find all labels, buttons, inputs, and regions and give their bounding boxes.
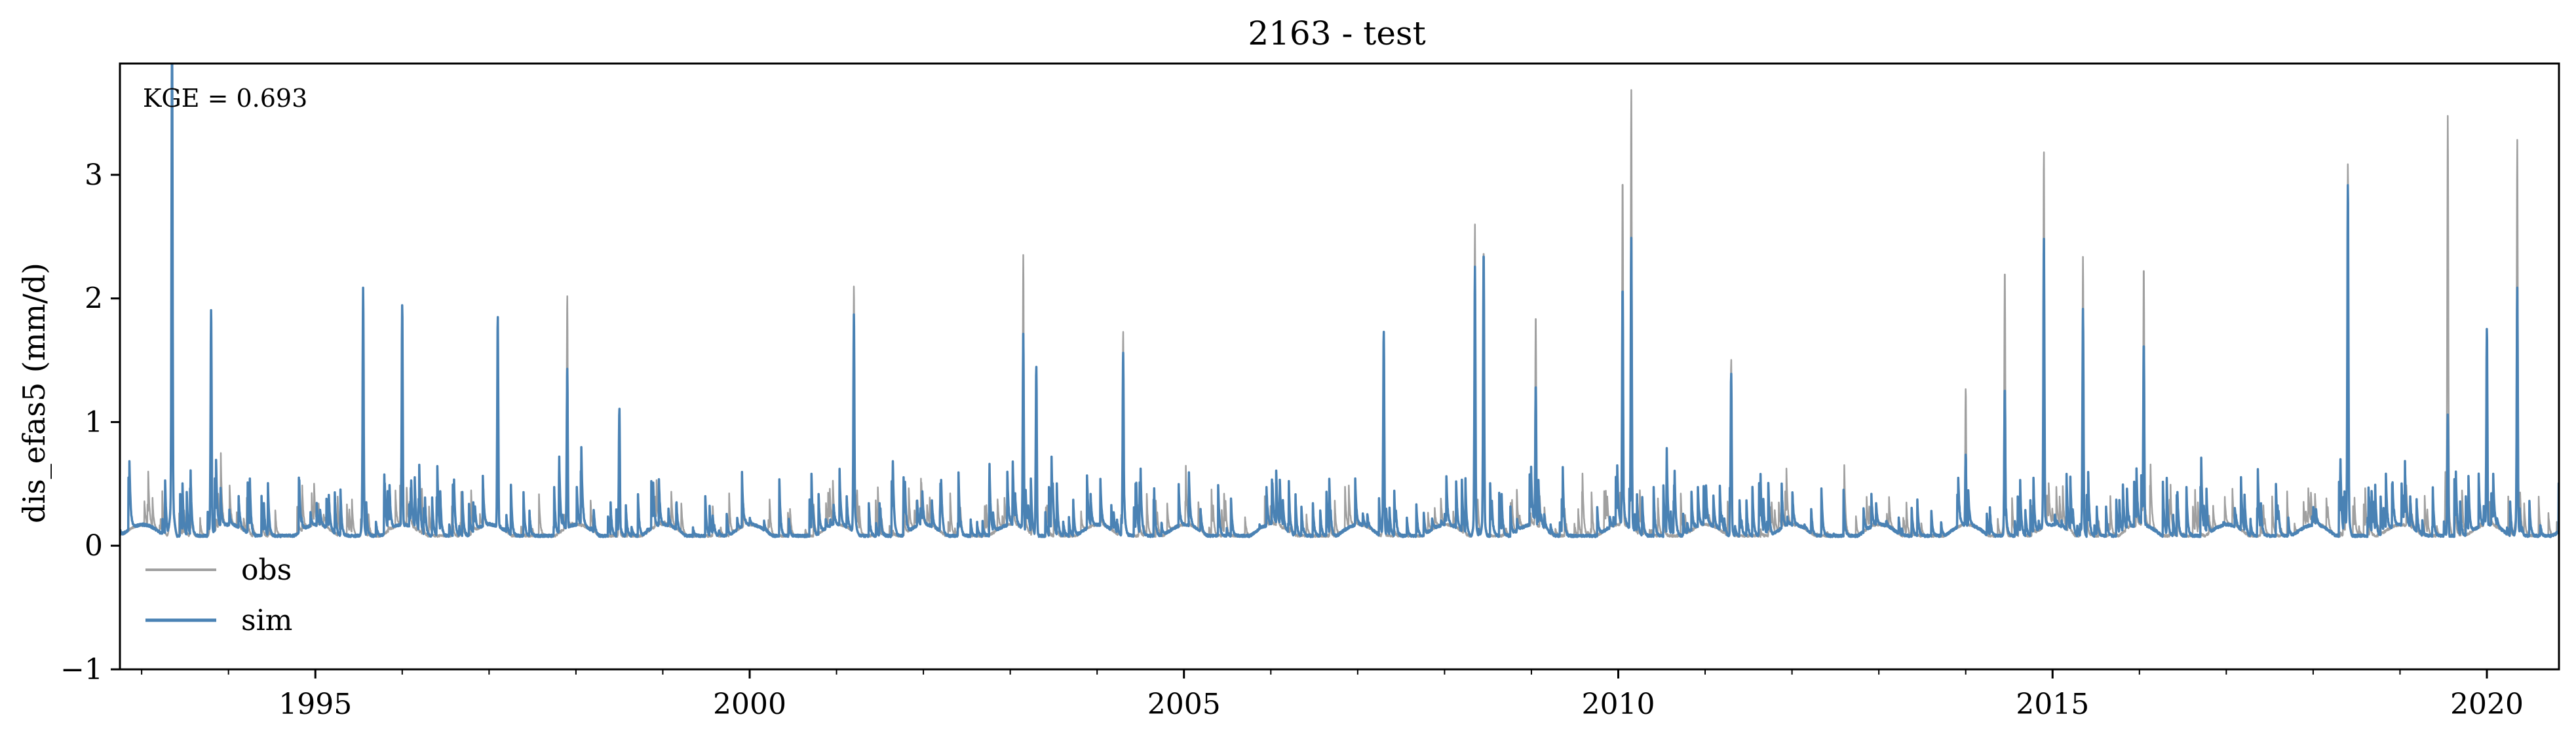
y-axis: −1 0 1 2 3 (60, 158, 120, 686)
x-tick-label: 2000 (713, 688, 786, 721)
y-tick-label: 3 (85, 158, 103, 192)
x-tick-label: 2005 (1147, 688, 1221, 721)
legend-obs-label: obs (241, 553, 292, 587)
series-line-sim (120, 64, 2559, 538)
y-tick-label: 1 (85, 405, 103, 439)
x-axis: 1995 2000 2005 2010 2015 2020 (141, 669, 2524, 721)
x-tick-label: 2015 (2016, 688, 2089, 721)
chart-title: 2163 - test (1248, 14, 1425, 52)
y-tick-label: 0 (85, 529, 103, 563)
y-tick-label: 2 (85, 282, 103, 316)
legend-sim-label: sim (241, 604, 292, 637)
x-tick-label: 2020 (2450, 688, 2524, 721)
plot-frame (119, 62, 2560, 671)
y-axis-label: dis_efas5 (mm/d) (16, 263, 52, 523)
legend: obs sim (145, 553, 292, 637)
series-layer (120, 64, 2559, 538)
y-tick-label: −1 (60, 653, 103, 686)
x-tick-label: 2010 (1581, 688, 1655, 721)
x-tick-label: 1995 (279, 688, 352, 721)
kge-annotation: KGE = 0.693 (143, 84, 307, 113)
